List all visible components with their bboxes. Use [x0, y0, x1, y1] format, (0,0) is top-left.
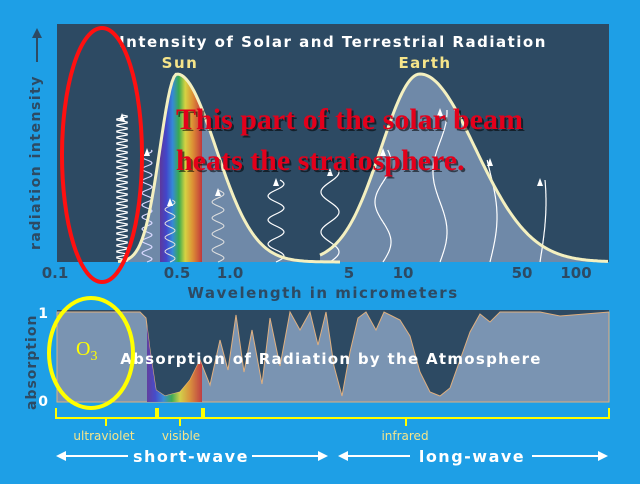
tick-label-1-0: 1.0: [217, 264, 244, 282]
wave-line-0: [116, 114, 128, 263]
y-axis-arrow-head: [32, 28, 42, 38]
tick-label-50: 50: [512, 264, 533, 282]
absorption-title: Absorption of Radiation by the Atmospher…: [120, 350, 542, 368]
tick-label-5: 5: [344, 264, 354, 282]
earth-curve: [319, 72, 608, 263]
o3-main: O: [76, 338, 90, 360]
overlay-line1: This part of the solar beam: [176, 103, 523, 136]
long-wave-arrowhead-left: [338, 451, 348, 461]
wave-arrowhead-3: [215, 188, 221, 196]
infrared-bracket: [203, 408, 610, 419]
band-ultraviolet: ultraviolet: [73, 429, 134, 443]
wave-arrowhead-5: [327, 168, 333, 176]
tick-label-0-5: 0.5: [164, 264, 191, 282]
overlay-line1-shadow: This part of the solar beam: [178, 105, 525, 138]
band-visible: visible: [162, 429, 200, 443]
tick-label-10: 10: [393, 264, 414, 282]
highlight-o3-circle: [47, 296, 135, 410]
long-wave-label: long-wave: [419, 447, 525, 466]
y-axis-label: radiation intensity: [28, 75, 44, 250]
short-wave-arrowhead-right: [318, 451, 328, 461]
overlay-line2: heats the stratosphere.: [176, 144, 465, 177]
wavelength-waves: [116, 108, 547, 263]
wave-arrowhead-0: [119, 113, 125, 121]
wave-arrowhead-1: [144, 148, 150, 156]
absorption-axis-label: absorption: [24, 315, 40, 410]
wave-arrowhead-7: [437, 108, 443, 116]
tick-label-100: 100: [560, 264, 591, 282]
wave-line-2: [164, 199, 176, 263]
short-wave-label: short-wave: [133, 447, 249, 466]
intensity-panel: [57, 24, 609, 262]
visible-bracket: [157, 408, 203, 419]
earth-label: Earth: [398, 54, 451, 72]
absorption-tick-1: 1: [38, 306, 48, 322]
wave-line-3: [211, 189, 225, 263]
band-infrared: infrared: [381, 429, 428, 443]
wave-arrowhead-9: [537, 178, 543, 186]
wave-range-arrows: [56, 451, 608, 461]
wave-line-6: [374, 149, 392, 263]
short-wave-arrowhead-left: [56, 451, 66, 461]
wave-arrowhead-6: [380, 148, 386, 156]
o3-label: O3: [76, 338, 97, 364]
o3-sub: 3: [90, 349, 97, 364]
wave-arrowhead-8: [487, 158, 493, 166]
wave-line-5: [320, 169, 340, 263]
band-brackets: [55, 408, 610, 426]
highlight-uv-ellipse: [60, 26, 144, 284]
wave-arrowhead-2: [167, 198, 173, 206]
overlay-line2-shadow: heats the stratosphere.: [178, 146, 467, 179]
sun-curve: [117, 72, 340, 264]
uv-bracket: [55, 408, 157, 419]
x-axis-label: Wavelength in micrometers: [187, 284, 458, 302]
long-wave-arrowhead-right: [598, 451, 608, 461]
wave-line-8: [486, 159, 498, 263]
wave-line-7: [432, 110, 448, 263]
wave-line-9: [539, 179, 547, 263]
chart-title: Intensity of Solar and Terrestrial Radia…: [119, 33, 547, 51]
absorption-tick-0: 0: [38, 394, 48, 410]
wave-line-4: [267, 179, 285, 263]
wave-arrowhead-4: [273, 178, 279, 186]
sun-label: Sun: [162, 54, 199, 72]
tick-label-0-1: 0.1: [42, 264, 69, 282]
